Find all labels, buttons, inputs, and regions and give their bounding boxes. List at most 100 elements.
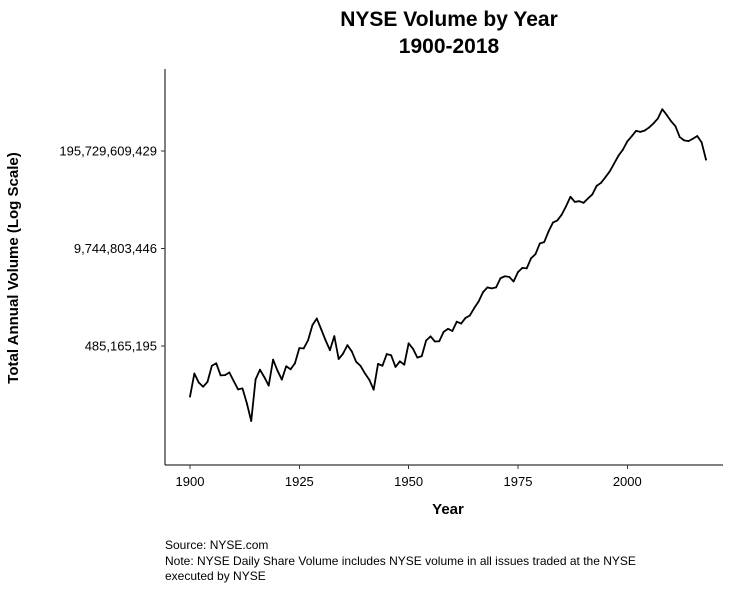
data-point [495,286,497,289]
data-point [661,108,664,111]
data-point [298,347,301,350]
data-point [538,242,541,245]
data-point [407,342,410,345]
x-tick-label: 1900 [176,474,205,489]
data-point [241,387,244,390]
data-point [377,362,379,365]
data-point [215,362,218,365]
data-point [250,420,253,422]
data-point [617,154,620,157]
data-point [508,276,511,278]
data-point [272,358,274,361]
x-axis-ticks: 1900 1925 1950 1975 2000 [176,465,642,489]
data-point [482,291,484,294]
data-point [490,287,493,290]
data-point [346,344,349,347]
data-point [355,360,358,363]
data-point [390,354,393,357]
data-point [573,200,576,203]
data-point [385,353,388,355]
data-point [237,388,240,391]
data-point [582,201,585,204]
data-point [556,219,559,222]
data-point [486,286,489,289]
data-point [438,340,441,343]
data-point [224,374,226,377]
data-point [517,271,519,274]
chart-subtitle: 1900-2018 [399,35,500,58]
data-point [420,355,423,358]
data-point [416,356,419,359]
data-point [307,339,309,342]
data-point [530,257,532,260]
data-point [608,170,611,173]
data-point [324,339,327,342]
data-point [635,129,637,132]
y-tick-label: 9,744,803,446 [74,241,157,256]
data-point [591,193,594,196]
data-point [543,241,546,243]
data-point [639,130,642,133]
data-point [665,113,668,116]
data-point [569,195,572,198]
y-axis-title: Total Annual Volume (Log Scale) [5,152,22,383]
data-point [206,381,209,383]
data-point [547,230,550,233]
data-point [503,275,506,278]
data-point [687,140,690,143]
data-point [320,328,323,331]
data-point [372,388,375,391]
data-point [228,371,231,374]
data-point [245,402,248,405]
data-point [433,340,436,343]
x-tick-label: 1925 [285,474,314,489]
data-point [455,320,458,323]
data-point [193,372,196,375]
data-point [613,162,616,165]
data-point [302,347,305,350]
caption-source: Source: NYSE.com [165,538,268,552]
data-point [447,327,449,330]
data-point [254,378,257,381]
data-point [565,205,567,208]
data-point [451,330,454,332]
caption-note-continued: executed by NYSE [165,569,266,583]
data-series-points [189,108,707,422]
data-series-line [189,108,707,422]
data-point [460,322,463,325]
data-point [232,380,235,383]
data-point [643,129,646,132]
data-point [399,360,401,363]
data-point [342,352,344,355]
y-tick-label: 195,729,609,429 [59,143,157,158]
data-point [652,122,655,125]
data-point [473,307,476,309]
data-point [333,335,336,338]
data-point [477,300,480,303]
x-axis-title: Year [432,501,464,518]
data-point [381,364,384,367]
data-point [464,317,467,319]
data-point [705,158,707,161]
data-point [683,139,686,142]
data-point [368,378,371,381]
data-point [210,364,213,367]
data-point [364,372,366,375]
data-point [512,280,515,283]
y-axis-ticks: 485,165,195 9,744,803,446 195,729,609,429 [59,143,165,353]
data-point [289,368,292,371]
data-point [670,120,672,123]
data-point [700,141,703,144]
data-point [552,221,554,224]
data-point [696,135,699,137]
data-point [587,197,589,200]
data-point [630,135,633,138]
data-point [442,330,445,333]
data-point [691,137,694,140]
data-point [412,347,414,350]
data-point [403,363,406,366]
data-point [276,369,279,372]
data-point [394,366,397,368]
